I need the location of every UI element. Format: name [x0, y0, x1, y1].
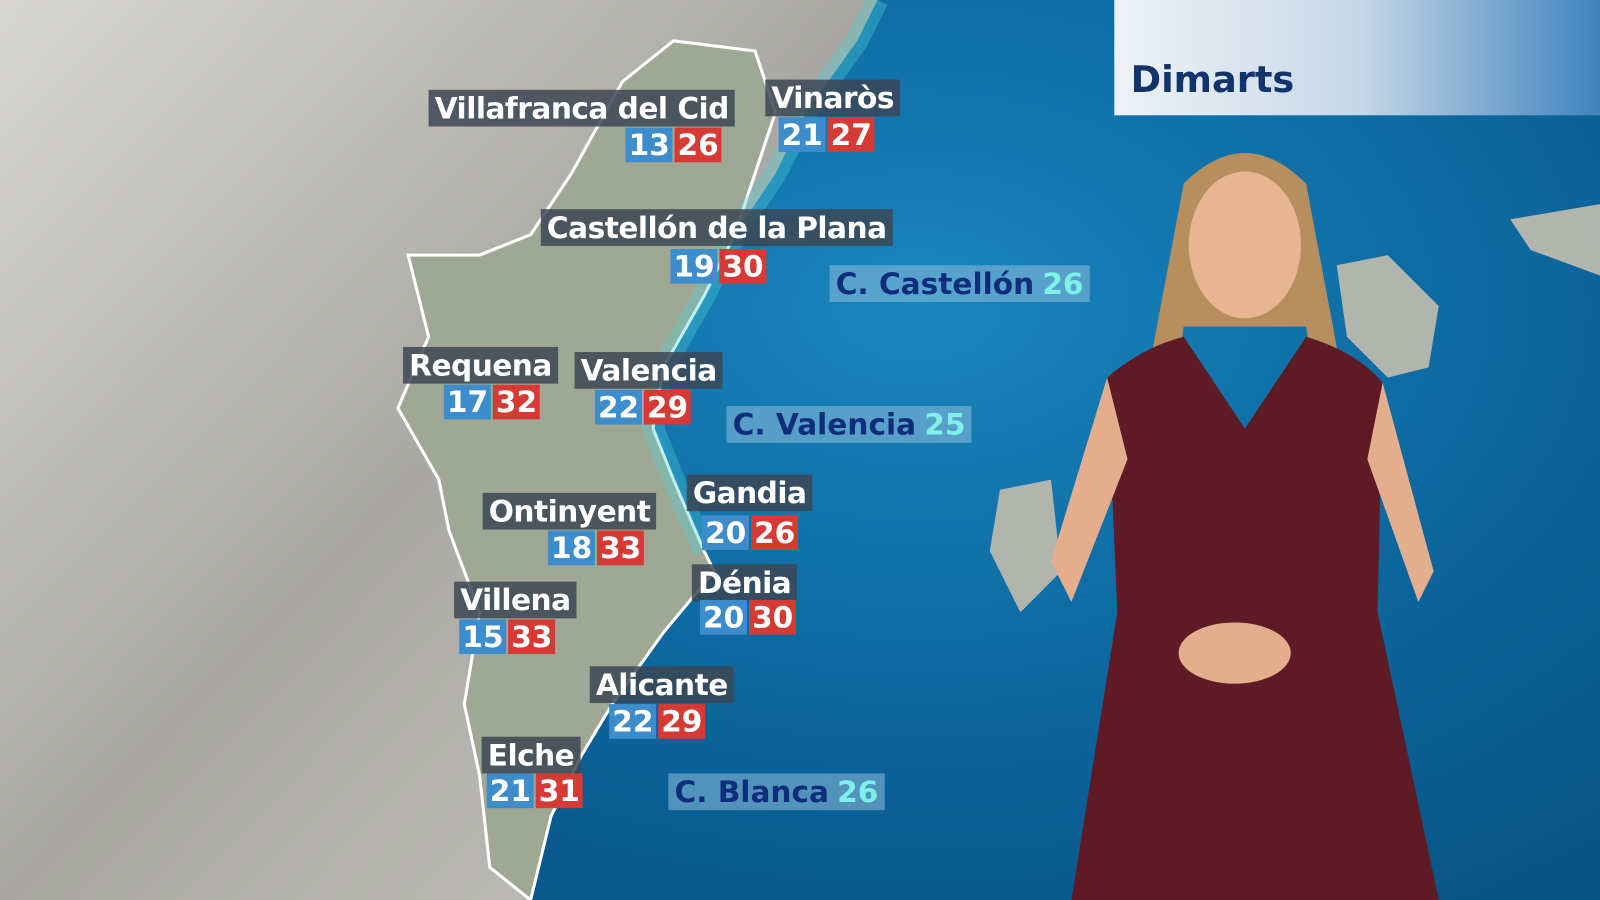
min-temp: 21: [778, 117, 826, 153]
city-name: Dénia: [691, 564, 798, 602]
menorca-island: [1510, 204, 1600, 276]
min-temp: 19: [670, 248, 718, 284]
sea-name: C. Castellón: [835, 266, 1035, 302]
mallorca-island: [1336, 255, 1439, 378]
city-name: Alicante: [589, 666, 734, 704]
sea-temperature: C. Valencia 25: [726, 406, 972, 443]
day-banner: Dimarts: [1114, 0, 1600, 116]
min-temp: 17: [443, 384, 492, 420]
max-temp: 31: [535, 773, 584, 809]
max-temp: 30: [719, 248, 767, 284]
sea-temp: 26: [837, 774, 879, 810]
sea-temp: 25: [924, 407, 966, 442]
max-temp: 33: [508, 619, 556, 655]
min-temp: 18: [547, 530, 596, 566]
max-temp: 26: [751, 515, 799, 550]
min-temp: 20: [699, 599, 748, 635]
ibiza-island: [989, 479, 1062, 613]
min-temp: 21: [486, 773, 535, 809]
max-temp: 33: [596, 530, 645, 566]
min-temp: 22: [594, 389, 643, 425]
city-name: Castellón de la Plana: [540, 209, 893, 246]
sea-temperature: C. Castellón 26: [829, 265, 1090, 303]
city-name: Ontinyent: [482, 492, 657, 530]
day-label: Dimarts: [1130, 59, 1295, 102]
city-name: Elche: [481, 736, 581, 774]
min-temp: 13: [625, 127, 673, 163]
sea-temp: 26: [1042, 266, 1084, 302]
sea-temperature: C. Blanca 26: [668, 773, 885, 811]
max-temp: 29: [643, 389, 692, 425]
min-temp: 20: [702, 515, 750, 550]
max-temp: 30: [748, 599, 797, 635]
max-temp: 32: [492, 384, 541, 420]
city-name: Requena: [403, 346, 558, 384]
city-name: Villena: [454, 581, 577, 619]
city-name: Gandia: [686, 474, 813, 512]
city-name: Villafranca del Cid: [428, 89, 735, 127]
sea-name: C. Blanca: [674, 774, 829, 810]
max-temp: 26: [674, 127, 722, 163]
max-temp: 29: [658, 704, 706, 739]
min-temp: 22: [609, 704, 657, 739]
max-temp: 27: [827, 117, 875, 153]
city-name: Valencia: [574, 352, 723, 389]
city-name: Vinaròs: [765, 79, 901, 117]
presenter-figure: [1051, 153, 1439, 900]
sea-name: C. Valencia: [732, 407, 917, 442]
min-temp: 15: [459, 619, 507, 655]
